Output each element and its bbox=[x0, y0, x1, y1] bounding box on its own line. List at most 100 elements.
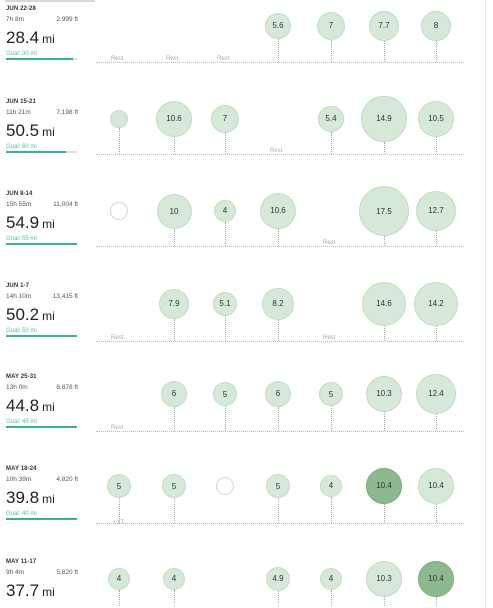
run-distance-label: 7 bbox=[328, 21, 334, 31]
goal-progress-bar bbox=[6, 151, 77, 153]
run-circle[interactable]: 10.4 bbox=[418, 468, 454, 504]
goal-progress-bar bbox=[6, 426, 77, 428]
week-distance: 50.5 mi bbox=[6, 121, 84, 141]
week-summary[interactable]: JUN 22-28 7h 8m 2,999 ft 28.4 mi Goal: 30 mi bbox=[6, 6, 84, 60]
run-circle[interactable]: 12.4 bbox=[415, 373, 456, 414]
week-label: JUN 15-21 bbox=[6, 99, 36, 105]
run-stem bbox=[436, 41, 437, 62]
week-distance-value: 37.7 bbox=[6, 581, 40, 600]
run-distance-label: 10.4 bbox=[428, 481, 444, 491]
run-stem bbox=[384, 411, 385, 431]
run-circle[interactable]: 10.3 bbox=[366, 561, 402, 597]
run-circle[interactable]: 10.4 bbox=[366, 468, 402, 504]
run-distance-label: 8.2 bbox=[272, 299, 284, 309]
run-stem bbox=[331, 40, 332, 62]
run-circle[interactable]: 5 bbox=[318, 381, 344, 407]
week-distance-unit: mi bbox=[42, 309, 55, 323]
week-summary[interactable]: JUN 8-14 15h 55m 11,004 ft 54.9 mi Goal: 55 m… bbox=[6, 191, 84, 245]
week-summary[interactable]: JUN 1-7 14h 10m 13,415 ft 50.2 mi Goal: 50 mi bbox=[6, 283, 84, 337]
run-distance-label: 10.6 bbox=[166, 114, 182, 124]
week-goal: Goal: 30 mi bbox=[6, 51, 37, 57]
run-circle[interactable] bbox=[110, 110, 128, 128]
run-distance-label: 14.9 bbox=[376, 114, 392, 124]
empty-day-marker[interactable] bbox=[216, 477, 234, 495]
run-circle[interactable]: 14.9 bbox=[361, 96, 407, 142]
empty-day-marker[interactable] bbox=[110, 202, 128, 220]
run-circle[interactable]: 4 bbox=[162, 567, 186, 591]
week-baseline bbox=[96, 246, 464, 247]
week-goal: Goal: 60 mi bbox=[6, 144, 37, 150]
run-distance-label: 6 bbox=[171, 389, 177, 399]
run-circle[interactable]: 12.7 bbox=[415, 190, 457, 232]
run-circle[interactable]: 14.6 bbox=[361, 281, 407, 327]
run-circle[interactable]: 4 bbox=[107, 567, 131, 591]
week-time: 11h 21m bbox=[6, 109, 31, 116]
goal-progress-bar bbox=[6, 518, 77, 520]
goal-progress-bar bbox=[6, 58, 77, 60]
run-distance-label: 7.7 bbox=[378, 21, 390, 31]
run-distance-label: 5 bbox=[171, 481, 177, 491]
run-circle[interactable]: 10.4 bbox=[418, 561, 454, 597]
run-circle[interactable]: 7 bbox=[316, 11, 346, 41]
run-circle[interactable]: 4 bbox=[319, 567, 343, 591]
run-distance-label: 10.4 bbox=[376, 481, 392, 491]
run-circle[interactable]: 6 bbox=[264, 380, 292, 408]
week-summary[interactable]: MAY 25-31 13h 0m 8,878 ft 44.8 mi Goal: 45 mi bbox=[6, 374, 84, 428]
run-stem bbox=[331, 131, 332, 154]
run-stem bbox=[174, 228, 175, 246]
run-circle[interactable]: 4 bbox=[213, 199, 237, 223]
run-distance-label: 4 bbox=[171, 574, 177, 584]
run-distance-label: 5 bbox=[328, 389, 334, 399]
cross-training-note: +XT bbox=[113, 520, 125, 526]
run-circle[interactable]: 17.5 bbox=[359, 186, 409, 236]
run-circle[interactable]: 10.6 bbox=[155, 100, 193, 138]
run-distance-label: 5 bbox=[116, 481, 122, 491]
run-distance-label: 10 bbox=[169, 206, 179, 216]
run-circle[interactable]: 7.9 bbox=[158, 288, 190, 320]
run-stem bbox=[331, 497, 332, 523]
run-circle[interactable]: 7.7 bbox=[368, 10, 400, 42]
run-circle[interactable]: 7 bbox=[210, 104, 240, 134]
run-circle[interactable]: 5.1 bbox=[212, 291, 238, 317]
run-circle[interactable]: 5 bbox=[106, 473, 132, 499]
week-elevation: 11,004 ft bbox=[53, 201, 78, 208]
rest-label: Rest bbox=[270, 148, 283, 154]
week-summary[interactable]: MAY 11-17 9h 4m 5,820 ft 37.7 mi bbox=[6, 559, 84, 601]
week-summary[interactable]: MAY 18-24 10h 39m 4,820 ft 39.8 mi Goal: 40 m… bbox=[6, 466, 84, 520]
run-circle[interactable]: 8.2 bbox=[262, 288, 294, 320]
run-circle[interactable]: 4 bbox=[319, 474, 343, 498]
run-distance-label: 14.2 bbox=[428, 299, 444, 309]
run-circle[interactable]: 10.5 bbox=[417, 100, 455, 138]
run-circle[interactable]: 6 bbox=[160, 380, 188, 408]
run-distance-label: 5 bbox=[275, 481, 281, 491]
week-baseline bbox=[96, 523, 464, 524]
run-circle[interactable]: 14.2 bbox=[414, 282, 458, 326]
run-stem bbox=[278, 319, 279, 341]
run-circle[interactable]: 5 bbox=[265, 473, 291, 499]
run-circle[interactable]: 10.6 bbox=[259, 192, 297, 230]
week-label: JUN 8-14 bbox=[6, 191, 33, 197]
run-stem bbox=[384, 41, 385, 62]
week-summary[interactable]: JUN 15-21 11h 21m 7,198 ft 50.5 mi Goal: 60 m… bbox=[6, 99, 84, 153]
run-stem bbox=[384, 236, 385, 246]
run-circle[interactable]: 10 bbox=[156, 193, 192, 229]
week-distance-unit: mi bbox=[42, 125, 55, 139]
run-circle[interactable]: 4.9 bbox=[265, 566, 291, 592]
week-distance-unit: mi bbox=[42, 400, 55, 414]
run-stem bbox=[278, 229, 279, 246]
run-stem bbox=[436, 503, 437, 523]
run-circle[interactable]: 5.6 bbox=[265, 13, 291, 39]
run-stem bbox=[278, 591, 279, 606]
run-circle[interactable]: 10.3 bbox=[366, 376, 402, 412]
run-circle[interactable]: 5 bbox=[212, 381, 238, 407]
run-circle[interactable]: 5.4 bbox=[318, 106, 344, 132]
run-circle[interactable]: 8 bbox=[420, 10, 452, 42]
week-baseline bbox=[96, 431, 464, 432]
run-circle[interactable]: 5 bbox=[161, 473, 187, 499]
week-distance: 28.4 mi bbox=[6, 28, 84, 48]
run-stem bbox=[278, 38, 279, 62]
